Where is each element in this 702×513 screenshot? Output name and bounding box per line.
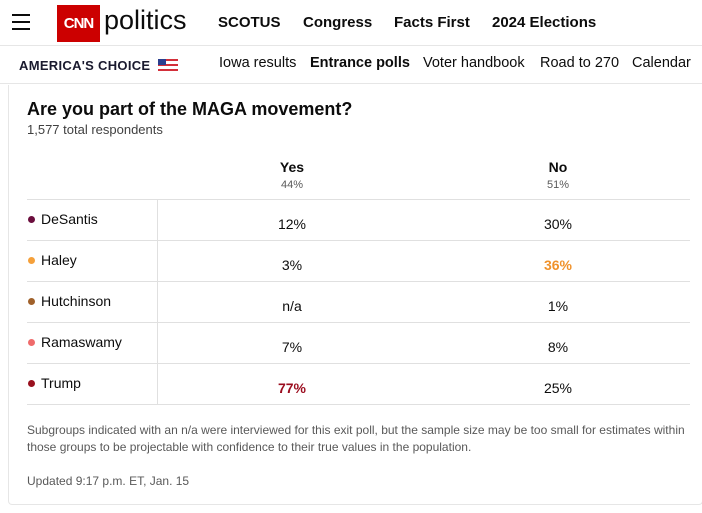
row-divider xyxy=(27,404,690,405)
cell: 3% xyxy=(281,257,303,273)
legend-dot xyxy=(28,298,35,305)
row-divider xyxy=(27,281,690,282)
subnav-link[interactable]: Entrance polls xyxy=(310,55,410,71)
section-label[interactable]: AMERICA'S CHOICE xyxy=(19,58,151,73)
footnote: Subgroups indicated with an n/a were int… xyxy=(27,423,685,454)
cnn-logo[interactable]: CNN xyxy=(57,5,100,42)
row-divider xyxy=(27,363,690,364)
subnav-link[interactable]: Road to 270 xyxy=(540,55,620,71)
nav-link[interactable]: Facts First xyxy=(394,14,470,31)
column-share: 44% xyxy=(280,179,304,191)
cell: 30% xyxy=(543,216,573,232)
legend-dot xyxy=(28,216,35,223)
subnav-link[interactable]: Calendar xyxy=(632,55,691,71)
row-name: Ramaswamy xyxy=(41,334,122,350)
subnav-link[interactable]: Voter handbook xyxy=(423,55,525,71)
nav-link[interactable]: 2024 Elections xyxy=(492,14,597,31)
row-divider xyxy=(27,322,690,323)
subnav-link[interactable]: Iowa results xyxy=(219,55,297,71)
column-share: 51% xyxy=(546,179,570,191)
brand[interactable]: politics xyxy=(104,5,187,35)
column-header: No xyxy=(548,159,568,175)
column-header: Yes xyxy=(279,159,305,175)
cell-leader: 77% xyxy=(277,380,307,396)
cell: 8% xyxy=(547,339,569,355)
cell: 25% xyxy=(543,380,573,396)
cell: 12% xyxy=(277,216,307,232)
updated-time: Updated 9:17 p.m. ET, Jan. 15 xyxy=(27,474,190,488)
legend-dot xyxy=(28,380,35,387)
legend-dot xyxy=(28,339,35,346)
row-name: Haley xyxy=(41,252,77,268)
flag-icon xyxy=(158,59,178,71)
sub-nav xyxy=(0,45,702,84)
cell: 1% xyxy=(547,298,569,314)
column-divider xyxy=(157,199,158,404)
poll-card xyxy=(8,85,702,505)
poll-title: Are you part of the MAGA movement? xyxy=(27,99,353,119)
top-nav: CNN politics SCOTUS Congress Facts First… xyxy=(0,0,702,46)
nav-link[interactable]: SCOTUS xyxy=(218,14,281,31)
legend-dot xyxy=(28,257,35,264)
nav-link[interactable]: Congress xyxy=(303,14,373,31)
row-divider xyxy=(27,240,690,241)
row-name: Trump xyxy=(41,375,81,391)
cell: n/a xyxy=(282,298,302,314)
row-name: DeSantis xyxy=(41,211,98,227)
row-divider xyxy=(27,199,690,200)
cell-leader: 36% xyxy=(543,257,573,273)
poll-subtitle: 1,577 total respondents xyxy=(27,122,163,137)
row-name: Hutchinson xyxy=(41,293,112,309)
cell: 7% xyxy=(281,339,303,355)
